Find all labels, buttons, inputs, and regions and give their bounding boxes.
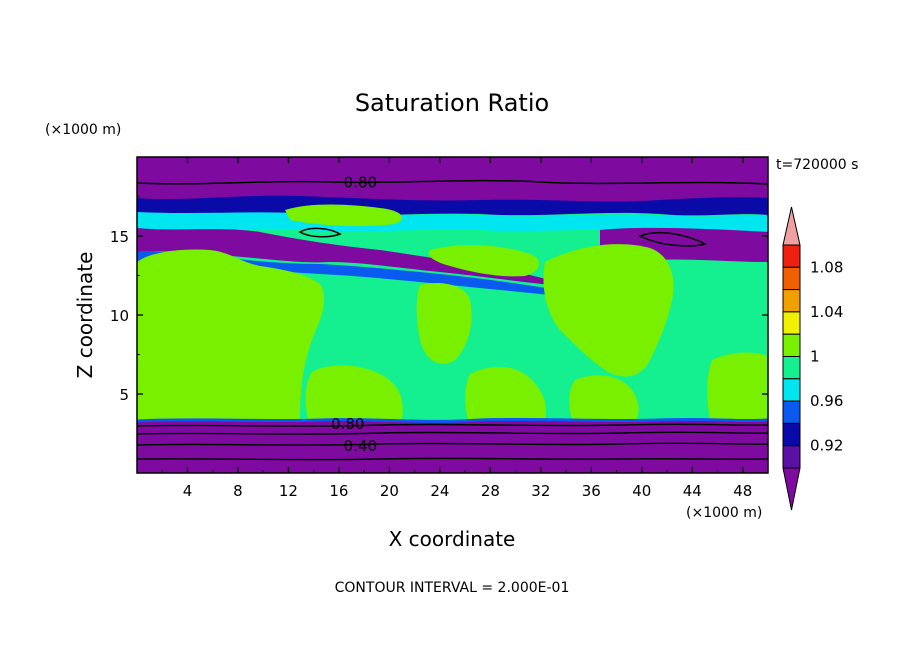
colorbar-label: 1 — [810, 348, 820, 366]
x-tick-label: 12 — [279, 482, 298, 500]
lower-dry-layer — [137, 420, 768, 473]
x-tick-label: 4 — [183, 482, 193, 500]
colorbar-label: 0.92 — [810, 437, 843, 455]
contour-label: 0.40 — [344, 437, 377, 455]
colorbar-swatch — [782, 333, 801, 358]
time-label: t=720000 s — [776, 157, 858, 173]
contour-label: 0.80 — [331, 415, 364, 433]
colorbar-label: 1.04 — [810, 303, 843, 321]
colorbar-label: 0.96 — [810, 392, 843, 410]
cloud-patch-low-2 — [465, 366, 547, 420]
x-tick-label: 48 — [733, 482, 752, 500]
colorbar-swatch — [782, 445, 801, 469]
contour-line-lower-2 — [137, 431, 768, 435]
x-unit-label: (×1000 m) — [686, 505, 762, 521]
x-tick-label: 28 — [481, 482, 500, 500]
cloud-patch-left — [137, 249, 325, 420]
cloud-patch-low-4 — [707, 352, 768, 420]
x-axis: 4 8 12 16 20 24 28 32 36 40 44 48 — [161, 157, 752, 500]
colorbar-swatch — [782, 378, 801, 402]
x-tick-label: 32 — [531, 482, 550, 500]
contour-labels: 0.80 0.80 0.40 — [331, 173, 377, 455]
contour-line-040 — [137, 442, 768, 446]
x-tick-label: 16 — [329, 482, 348, 500]
x-tick-label: 36 — [582, 482, 601, 500]
contour-label: 0.80 — [344, 173, 377, 191]
x-axis-label: X coordinate — [389, 527, 516, 551]
contour-loop-upper-left — [298, 227, 342, 238]
contour-line-lowest — [137, 457, 768, 461]
y-unit-label: (×1000 m) — [45, 122, 121, 138]
cloud-patch-center — [416, 282, 472, 364]
cloud-patch-low-1 — [305, 365, 403, 420]
x-tick-label: 20 — [380, 482, 399, 500]
contour-field — [137, 157, 768, 473]
y-tick-label: 15 — [110, 228, 129, 246]
contour-interval-footer: CONTOUR INTERVAL = 2.000E-01 — [335, 580, 570, 596]
cloud-patch-right — [543, 244, 674, 377]
lower-boundary-band — [137, 417, 768, 423]
colorbar-swatch — [782, 422, 801, 447]
x-tick-label: 8 — [233, 482, 243, 500]
contour-loop-upper-right — [638, 231, 708, 247]
x-tick-label: 44 — [683, 482, 702, 500]
y-axis-label: Z coordinate — [73, 252, 97, 379]
cloud-patch-top — [285, 204, 403, 227]
y-tick-label: 5 — [119, 386, 129, 404]
colorbar-arrow-top — [782, 206, 801, 246]
chart-title: Saturation Ratio — [355, 89, 549, 117]
upper-dry-tongue — [137, 228, 560, 286]
colorbar: 1.08 1.04 1 0.96 0.92 — [782, 206, 843, 511]
cloud-patch-low-3 — [569, 375, 639, 420]
cloud-patch-center-top — [428, 245, 540, 277]
colorbar-swatch — [782, 400, 801, 424]
colorbar-swatch — [782, 289, 801, 313]
colorbar-swatch — [782, 356, 801, 380]
contour-line-080 — [137, 423, 768, 427]
x-tick-label: 40 — [632, 482, 651, 500]
colorbar-arrow-bottom — [782, 467, 801, 511]
colorbar-swatch — [782, 266, 801, 291]
colorbar-label: 1.08 — [810, 258, 843, 276]
x-tick-label: 24 — [430, 482, 449, 500]
y-axis: 5 10 15 — [110, 196, 768, 434]
colorbar-swatch — [782, 311, 801, 335]
y-tick-label: 10 — [110, 307, 129, 325]
contour-line-upper — [137, 179, 768, 185]
colorbar-swatch — [782, 244, 801, 268]
